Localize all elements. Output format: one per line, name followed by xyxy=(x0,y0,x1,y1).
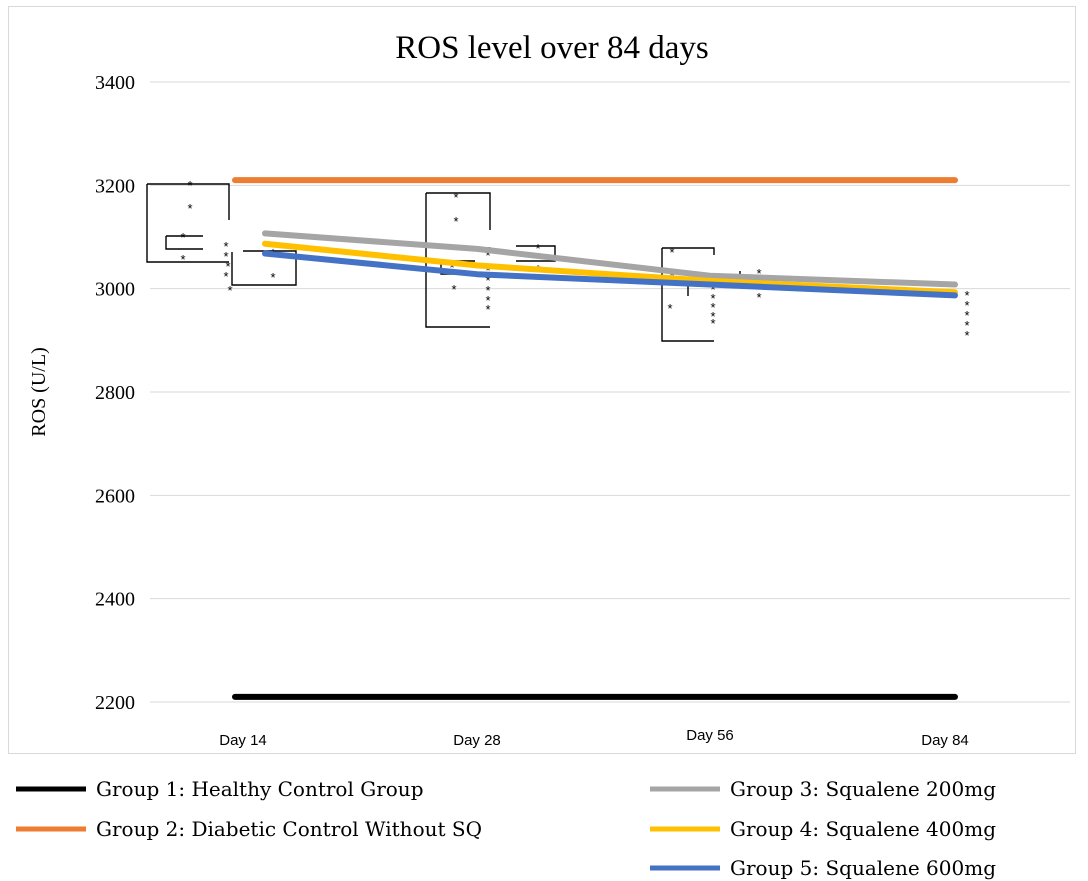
legend-label: Group 3: Squalene 200mg xyxy=(730,777,996,801)
y-tick-label: 2400 xyxy=(95,589,135,611)
significance-asterisk: * xyxy=(964,288,969,303)
significance-asterisk: * xyxy=(669,245,674,260)
significance-asterisk: * xyxy=(449,260,454,275)
significance-bracket xyxy=(426,192,491,230)
y-tick-label: 3000 xyxy=(95,279,135,301)
significance-asterisk: * xyxy=(485,248,490,263)
significance-asterisk: * xyxy=(964,318,969,333)
significance-asterisk: * xyxy=(187,178,192,193)
significance-bracket xyxy=(147,183,230,220)
significance-asterisk: * xyxy=(453,214,458,229)
series-line xyxy=(262,250,958,299)
significance-asterisk: * xyxy=(223,239,228,254)
x-axis-ticks: Day 14 Day 28 Day 56 Day 84 xyxy=(219,727,969,749)
legend-label: Group 1: Healthy Control Group xyxy=(96,777,424,801)
significance-bracket xyxy=(165,236,203,250)
significance-bracket xyxy=(516,245,556,262)
series-line xyxy=(262,230,958,288)
x-tick-label: Day 84 xyxy=(921,732,969,749)
chart-title: ROS level over 84 days xyxy=(395,30,708,66)
significance-asterisk: * xyxy=(485,293,490,308)
y-tick-label: 2800 xyxy=(95,382,135,404)
significance-bracket xyxy=(662,247,715,255)
significance-asterisk: * xyxy=(223,249,228,264)
significance-bracket xyxy=(146,184,229,263)
significance-asterisk: * xyxy=(964,308,969,323)
y-tick-label: 3200 xyxy=(95,175,135,197)
significance-asterisk: * xyxy=(756,266,761,281)
y-axis-ticks: 2200 2400 2600 2800 3000 3200 3400 xyxy=(95,72,135,714)
significance-asterisk: * xyxy=(223,269,228,284)
significance-asterisk: * xyxy=(180,252,185,267)
significance-asterisk: * xyxy=(756,290,761,305)
significance-asterisk: * xyxy=(227,283,232,298)
legend-label: Group 5: Squalene 600mg xyxy=(730,856,996,880)
y-tick-label: 2600 xyxy=(95,485,135,507)
significance-asterisk: * xyxy=(710,300,715,315)
series-lines xyxy=(232,177,958,700)
significance-asterisk: * xyxy=(485,263,490,278)
series-line xyxy=(262,240,958,296)
significance-asterisk: * xyxy=(964,298,969,313)
significance-asterisk: * xyxy=(270,270,275,285)
x-tick-label: Day 14 xyxy=(219,732,267,749)
significance-asterisk: * xyxy=(453,190,458,205)
significance-asterisk: * xyxy=(485,273,490,288)
legend-label: Group 2: Diabetic Control Without SQ xyxy=(96,817,482,841)
significance-asterisk: * xyxy=(710,316,715,331)
y-axis-label: ROS (U/L) xyxy=(28,347,50,436)
significance-asterisk: * xyxy=(964,328,969,343)
legend-label: Group 4: Squalene 400mg xyxy=(730,817,996,841)
significance-asterisk: * xyxy=(667,301,672,316)
significance-asterisk: * xyxy=(535,241,540,256)
significance-asterisk: * xyxy=(710,291,715,306)
y-tick-label: 3400 xyxy=(95,72,135,94)
x-tick-label: Day 56 xyxy=(686,727,734,744)
significance-bracket xyxy=(231,250,297,286)
significance-asterisk: * xyxy=(180,230,185,245)
x-tick-label: Day 28 xyxy=(453,732,501,749)
y-tick-label: 2200 xyxy=(95,692,135,714)
significance-bracket xyxy=(425,193,490,328)
significance-asterisk: * xyxy=(485,283,490,298)
legend: Group 1: Healthy Control Group Group 2: D… xyxy=(16,777,996,880)
significance-asterisk: * xyxy=(485,302,490,317)
gridlines xyxy=(150,81,1070,703)
significance-asterisk: * xyxy=(451,282,456,297)
significance-asterisk: * xyxy=(710,282,715,297)
significance-asterisk: * xyxy=(187,201,192,216)
chart-frame xyxy=(8,6,1076,754)
significance-asterisk: * xyxy=(225,259,230,274)
significance-asterisk: * xyxy=(710,309,715,324)
